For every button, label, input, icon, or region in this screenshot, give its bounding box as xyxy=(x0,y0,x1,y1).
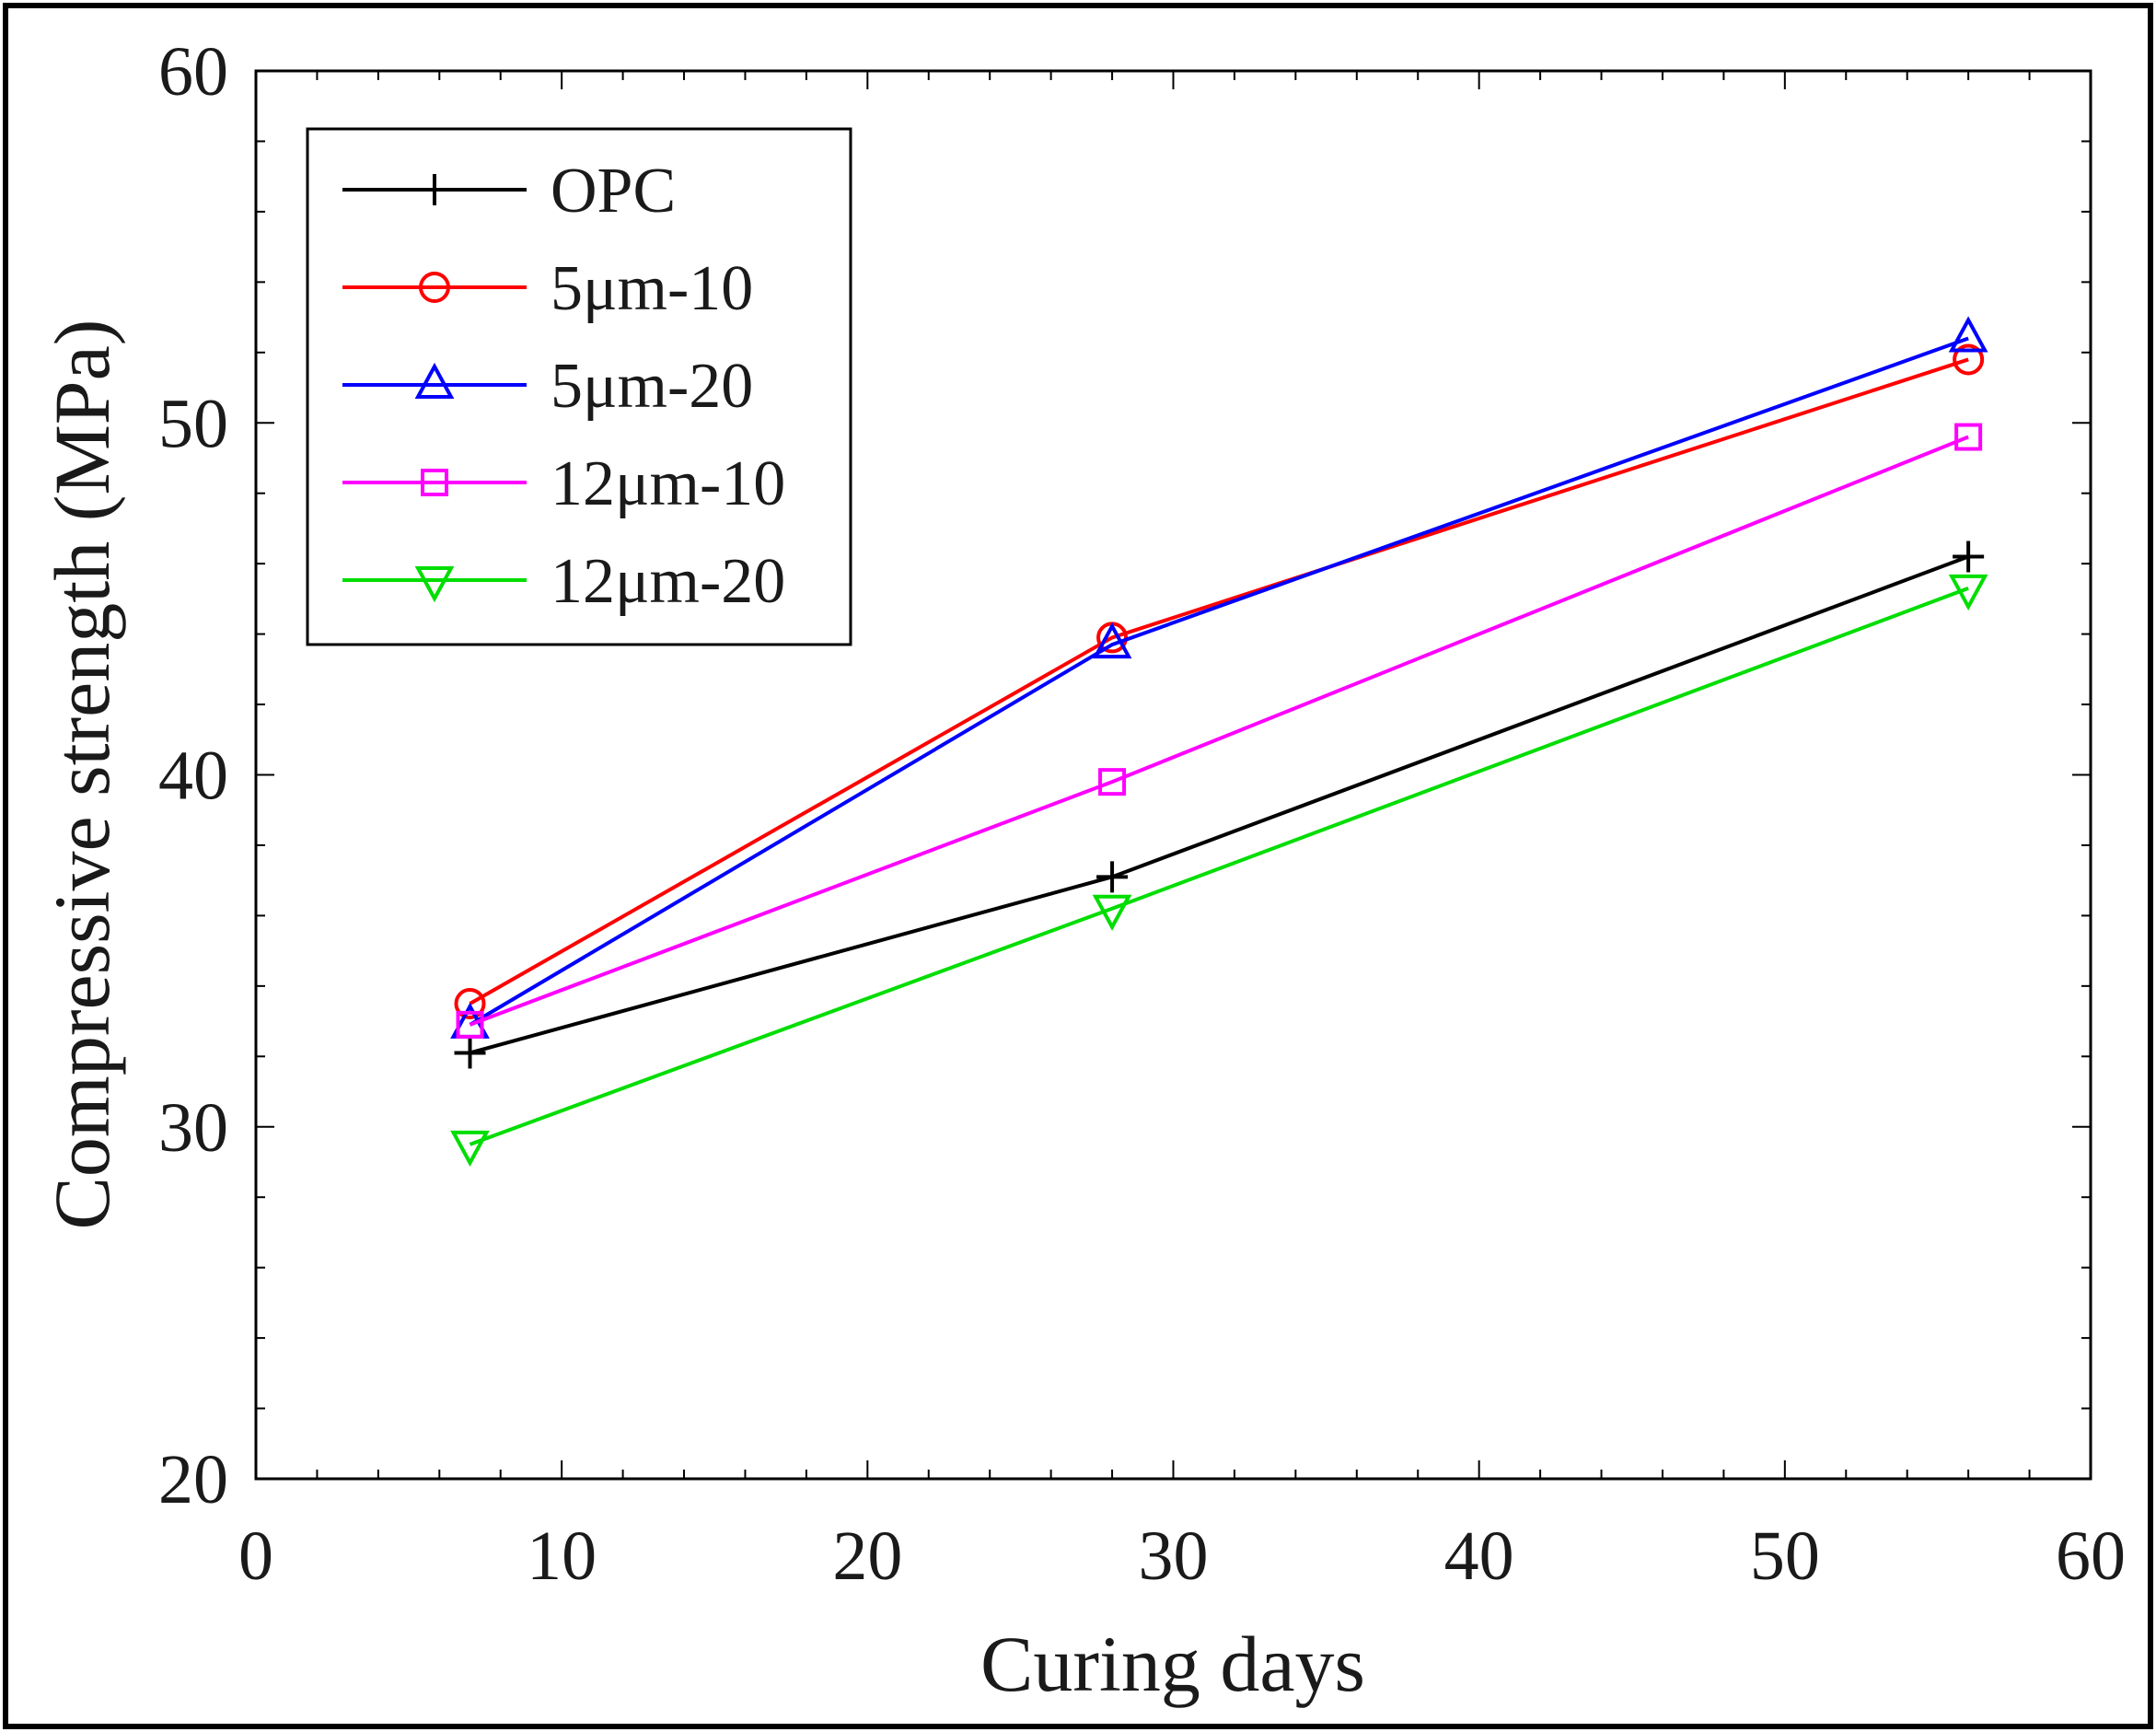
x-tick-label: 50 xyxy=(1750,1517,1820,1595)
legend-item: OPC xyxy=(342,156,676,227)
data-point xyxy=(1092,622,1132,659)
x-tick-label: 20 xyxy=(832,1517,902,1595)
legend-label: 12μm-10 xyxy=(551,448,785,519)
legend-marker xyxy=(419,272,450,303)
y-tick-label: 60 xyxy=(158,33,228,110)
legend-item: 5μm-10 xyxy=(342,253,753,324)
data-point xyxy=(1096,861,1129,893)
series-0 xyxy=(454,541,1985,1069)
y-axis-title: Compressive strength (MPa) xyxy=(38,320,126,1230)
data-point xyxy=(454,987,486,1019)
data-point xyxy=(450,1130,490,1168)
series-line xyxy=(469,587,1969,1146)
series-layer xyxy=(450,316,1988,1168)
series-line xyxy=(469,435,1969,1027)
data-point xyxy=(1092,894,1132,931)
data-point xyxy=(1098,768,1127,796)
legend-item: 12μm-10 xyxy=(342,448,785,519)
y-tick-label: 50 xyxy=(158,385,228,462)
x-tick-label: 40 xyxy=(1444,1517,1514,1595)
legend-label: OPC xyxy=(551,156,676,227)
legend: OPC 5μm-10 5μm-20 12μm-10 12μm-20 xyxy=(306,127,852,646)
y-tick-label: 20 xyxy=(158,1441,228,1518)
legend-items: OPC 5μm-10 5μm-20 12μm-10 12μm-20 xyxy=(342,156,785,617)
x-tick-label: 60 xyxy=(2056,1517,2126,1595)
legend-marker xyxy=(414,566,455,603)
series-line xyxy=(469,357,1969,1005)
legend-marker xyxy=(419,174,450,205)
data-point xyxy=(1948,316,1988,353)
legend-item: 12μm-20 xyxy=(342,546,785,617)
data-point xyxy=(454,1037,486,1069)
legend-marker xyxy=(414,362,455,399)
data-point xyxy=(1948,574,1988,611)
legend-label: 5μm-20 xyxy=(551,351,753,422)
legend-marker xyxy=(421,469,448,496)
data-point xyxy=(456,1010,484,1039)
axis-tick-labels: 0 10 20 30 40 50 60 20 30 40 50 60 xyxy=(158,33,2126,1595)
x-tick-label: 0 xyxy=(238,1517,273,1595)
legend-label: 12μm-20 xyxy=(551,546,785,617)
legend-item: 5μm-20 xyxy=(342,351,753,422)
axis-ticks xyxy=(255,70,2092,1480)
legend-label: 5μm-10 xyxy=(551,253,753,324)
series-3 xyxy=(456,423,1983,1039)
data-point xyxy=(1953,541,1985,573)
data-point xyxy=(1954,423,1983,451)
x-tick-label: 10 xyxy=(527,1517,597,1595)
data-point xyxy=(1953,343,1985,376)
x-axis-title: Curing days xyxy=(980,1620,1365,1708)
series-4 xyxy=(450,574,1988,1168)
series-line xyxy=(469,336,1969,1027)
y-tick-label: 40 xyxy=(158,738,228,815)
x-tick-label: 30 xyxy=(1139,1517,1209,1595)
y-tick-label: 30 xyxy=(158,1089,228,1167)
